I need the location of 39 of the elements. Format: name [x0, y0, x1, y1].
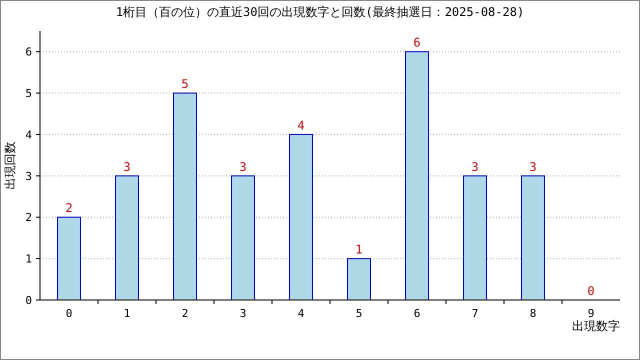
x-tick-label: 3 [240, 307, 246, 320]
data-label: 3 [123, 160, 131, 174]
data-label: 2 [65, 201, 73, 216]
y-tick-label: 0 [25, 294, 32, 307]
y-tick-label: 6 [25, 46, 32, 59]
x-tick-label: 2 [182, 307, 188, 320]
x-tick-label: 9 [588, 307, 594, 320]
data-label: 3 [471, 160, 479, 174]
x-tick-label: 8 [530, 307, 536, 320]
y-tick-label: 2 [25, 211, 32, 224]
data-label: 1 [355, 242, 363, 257]
y-tick-label: 4 [25, 128, 32, 142]
chart-title: 1桁目（百の位）の直近30回の出現数字と回数(最終抽選日：2025-08-28) [116, 5, 524, 19]
bar [521, 175, 545, 300]
bar [115, 175, 139, 300]
data-label: 3 [239, 160, 247, 174]
x-tick-label: 7 [472, 307, 478, 320]
data-label: 0 [587, 284, 595, 298]
bar [463, 175, 487, 300]
x-axis-title: 出現数字 [572, 319, 620, 333]
bar [347, 258, 371, 300]
bar [289, 134, 313, 300]
data-label: 4 [297, 118, 305, 132]
data-label: 3 [529, 160, 537, 174]
x-tick-label: 5 [356, 307, 362, 320]
x-tick-label: 4 [298, 307, 305, 320]
bar [57, 216, 81, 300]
bar [231, 175, 255, 300]
data-label: 5 [181, 77, 189, 92]
y-axis-title: 出現回数 [3, 142, 17, 190]
data-label: 6 [413, 36, 421, 50]
y-tick-label: 1 [25, 252, 32, 266]
x-tick-label: 1 [124, 307, 130, 320]
x-tick-label: 0 [66, 307, 72, 320]
x-tick-label: 6 [414, 307, 420, 320]
bar [405, 51, 429, 300]
y-tick-label: 5 [25, 87, 32, 100]
y-tick-label: 3 [25, 170, 32, 183]
bar [173, 92, 197, 300]
